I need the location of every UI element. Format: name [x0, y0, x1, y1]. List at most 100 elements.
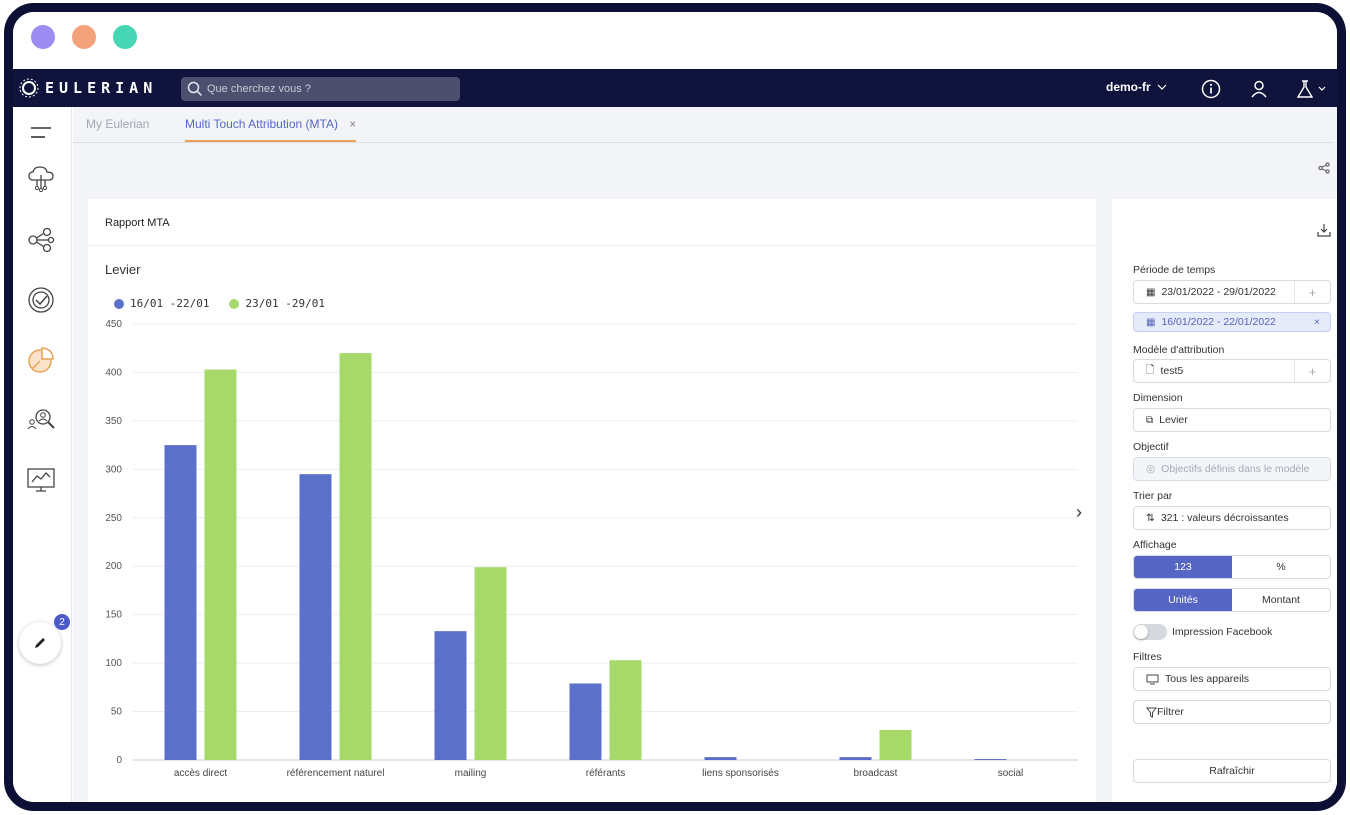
account-name: demo-fr	[1106, 80, 1151, 94]
bar-1[interactable]	[974, 759, 1007, 760]
y-tick-label: 100	[105, 658, 122, 669]
x-tick-label: référants	[586, 768, 625, 779]
dimension-field[interactable]: ⧉ Levier	[1133, 408, 1331, 432]
x-tick-label: liens sponsorisés	[702, 768, 779, 779]
model-label: Modèle d'attribution	[1133, 344, 1225, 356]
target-icon: ◎	[1146, 463, 1156, 475]
compare-period-field[interactable]: ▦ 16/01/2022 - 22/01/2022 ×	[1133, 312, 1331, 332]
filter-button[interactable]: Filtrer	[1133, 700, 1331, 724]
pie-chart-icon[interactable]	[25, 344, 57, 376]
period-field[interactable]: ▦ 23/01/2022 - 29/01/2022 +	[1133, 280, 1331, 304]
bar-2[interactable]	[204, 369, 237, 760]
bar-1[interactable]	[299, 474, 332, 760]
devices-filter[interactable]: Tous les appareils	[1133, 667, 1331, 691]
dimension-value: Levier	[1159, 414, 1188, 426]
brand-name: EULERIAN	[45, 79, 158, 97]
search-box[interactable]	[181, 77, 460, 101]
refresh-button[interactable]: Rafraîchir	[1133, 759, 1331, 783]
display-percent-button[interactable]: %	[1232, 556, 1330, 578]
objective-value: Objectifs définis dans le modèle	[1161, 463, 1310, 475]
tab-close-icon[interactable]: ×	[349, 117, 357, 131]
pencil-icon	[35, 638, 45, 648]
legend-swatch	[229, 298, 240, 309]
info-icon[interactable]	[1199, 77, 1223, 101]
download-icon[interactable]	[1317, 223, 1331, 242]
chart-title: Levier	[105, 262, 141, 277]
sort-field[interactable]: ⇅ 321 : valeurs décroissantes	[1133, 506, 1331, 530]
add-period-button[interactable]: +	[1294, 281, 1330, 303]
y-tick-label: 450	[105, 319, 122, 330]
legend-label: 16/01 -22/01	[130, 297, 210, 310]
bar-1[interactable]	[704, 757, 737, 760]
bar-1[interactable]	[839, 757, 872, 760]
monitor-chart-icon[interactable]	[25, 464, 57, 496]
display-label: Affichage	[1133, 539, 1177, 551]
calendar-icon: ▦	[1146, 286, 1156, 298]
window-dot-1[interactable]	[31, 25, 55, 49]
collapse-panel-icon[interactable]: ›	[1076, 502, 1082, 522]
period-value: 23/01/2022 - 29/01/2022	[1161, 286, 1276, 298]
notification-badge: 2	[54, 614, 70, 630]
tab-mta-label: Multi Touch Attribution (MTA)	[185, 117, 338, 131]
edit-fab-button[interactable]	[19, 622, 61, 664]
bar-2[interactable]	[474, 567, 507, 760]
devices-filter-value: Tous les appareils	[1165, 673, 1250, 685]
period-label: Période de temps	[1133, 264, 1216, 276]
target-check-icon[interactable]	[25, 284, 57, 316]
settings-panel: Période de temps ▦ 23/01/2022 - 29/01/20…	[1112, 199, 1337, 802]
brand-logo[interactable]: EULERIAN	[19, 78, 157, 98]
bar-1[interactable]	[569, 683, 602, 760]
tab-my-eulerian[interactable]: My Eulerian	[86, 117, 150, 131]
window-dot-2[interactable]	[72, 25, 96, 49]
divider	[88, 245, 1096, 246]
x-tick-label: référencement naturel	[287, 768, 385, 779]
sort-value: 321 : valeurs décroissantes	[1160, 512, 1289, 524]
chevron-down-icon	[1157, 84, 1167, 90]
units-button[interactable]: Unités	[1134, 589, 1232, 611]
bar-chart: 0 50 100 150 200 250 300 350 400 450 accès direct r…	[105, 319, 1078, 779]
eulerian-logo-icon	[19, 78, 39, 98]
legend-item-series-2[interactable]: 23/01 -29/01	[229, 297, 325, 310]
y-tick-label: 350	[105, 416, 122, 427]
window-dot-3[interactable]	[113, 25, 137, 49]
share-icon[interactable]	[1318, 161, 1330, 179]
cloud-network-icon[interactable]	[25, 162, 57, 194]
remove-compare-icon[interactable]: ×	[1313, 316, 1320, 328]
bar-1[interactable]	[164, 445, 197, 760]
y-tick-label: 300	[105, 464, 122, 475]
legend-item-series-1[interactable]: 16/01 -22/01	[114, 297, 209, 310]
x-tick-label: mailing	[455, 768, 487, 779]
tab-bar: My Eulerian Multi Touch Attribution (MTA…	[73, 107, 1333, 143]
bar-2[interactable]	[609, 660, 642, 760]
y-tick-label: 400	[105, 367, 122, 378]
legend-label: 23/01 -29/01	[245, 297, 325, 310]
menu-icon[interactable]	[25, 117, 57, 149]
objective-label: Objectif	[1133, 441, 1169, 453]
dimension-label: Dimension	[1133, 392, 1183, 404]
bar-2[interactable]	[879, 729, 912, 760]
flask-icon[interactable]	[1294, 77, 1330, 101]
objective-field: ◎ Objectifs définis dans le modèle	[1133, 457, 1331, 481]
compare-period-value: 16/01/2022 - 22/01/2022	[1161, 316, 1276, 328]
account-selector[interactable]: demo-fr	[1106, 80, 1167, 94]
add-model-button[interactable]: +	[1294, 360, 1330, 382]
search-input[interactable]	[207, 83, 447, 95]
display-numbers-button[interactable]: 123	[1134, 556, 1232, 578]
y-tick-label: 200	[105, 561, 122, 572]
tab-mta[interactable]: Multi Touch Attribution (MTA) ×	[185, 117, 357, 142]
model-field[interactable]: 🗋 test5 +	[1133, 359, 1331, 383]
y-tick-label: 150	[105, 610, 122, 621]
bar-2[interactable]	[339, 353, 372, 760]
left-sidebar: 2	[13, 107, 72, 802]
title-bar	[13, 12, 1337, 69]
search-people-icon[interactable]	[25, 404, 57, 436]
filters-label: Filtres	[1133, 651, 1162, 663]
user-icon[interactable]	[1247, 77, 1271, 101]
share-nodes-icon[interactable]	[25, 224, 57, 256]
report-card: Rapport MTA Levier 16/01 -22/01 23/01 -2…	[88, 199, 1096, 802]
amount-button[interactable]: Montant	[1232, 589, 1330, 611]
app-window: EULERIAN demo-fr	[4, 3, 1346, 811]
impression-facebook-switch[interactable]	[1133, 624, 1167, 640]
bar-1[interactable]	[434, 631, 467, 760]
y-tick-label: 250	[105, 513, 122, 524]
